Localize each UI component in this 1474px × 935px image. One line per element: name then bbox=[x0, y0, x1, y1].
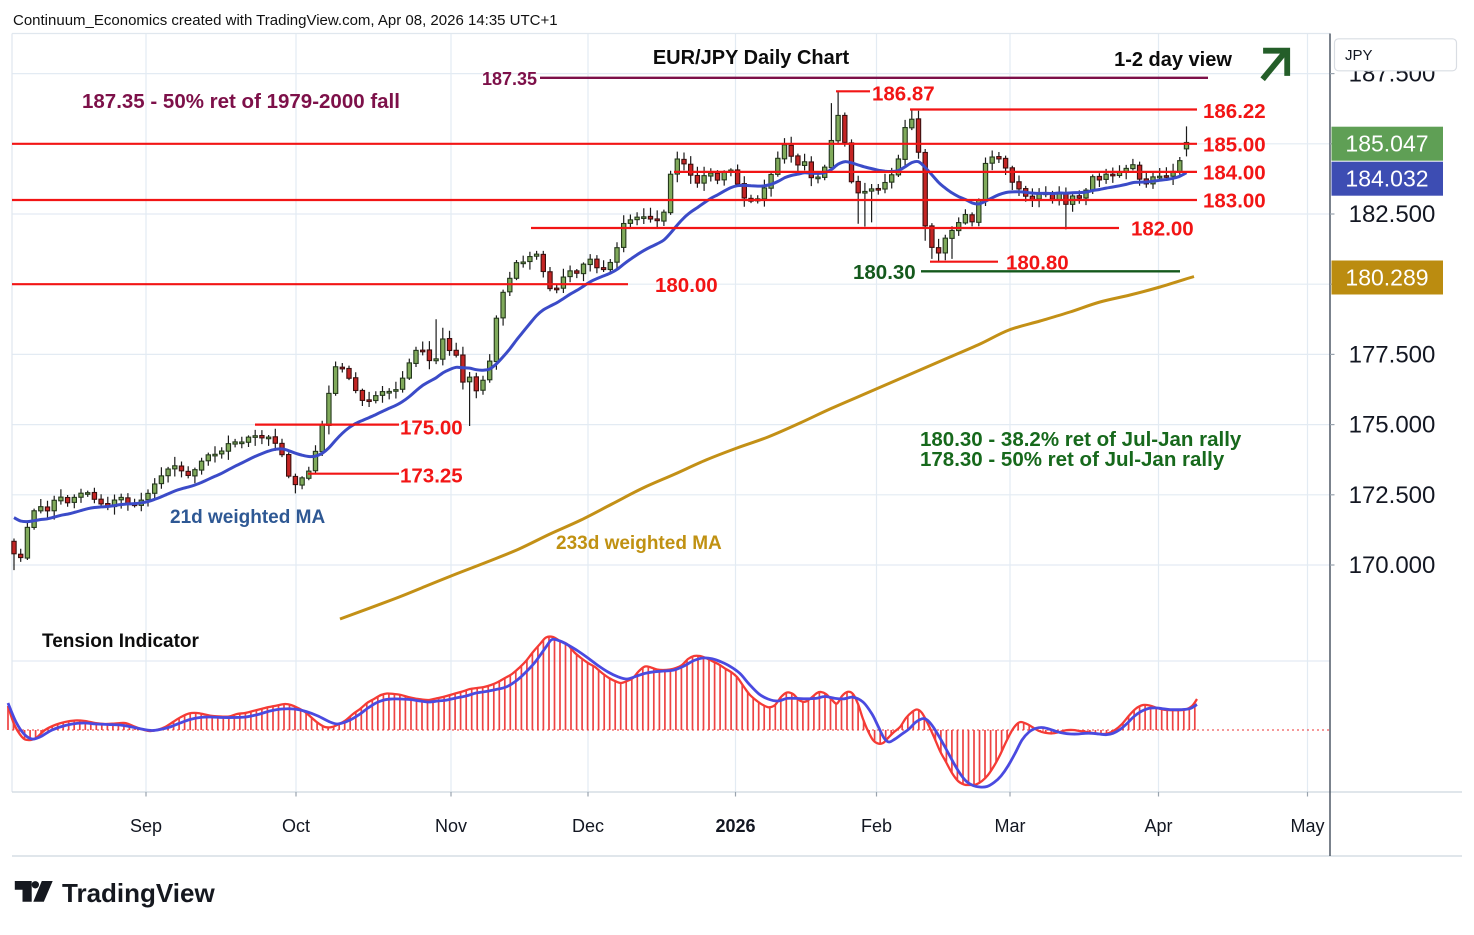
svg-text:182.00: 182.00 bbox=[1131, 218, 1194, 241]
svg-text:177.500: 177.500 bbox=[1349, 341, 1436, 368]
svg-text:Apr: Apr bbox=[1144, 816, 1172, 836]
svg-text:186.22: 186.22 bbox=[1203, 100, 1266, 123]
svg-text:May: May bbox=[1290, 816, 1324, 836]
svg-text:Continuum_Economics created wi: Continuum_Economics created with Trading… bbox=[13, 12, 558, 29]
svg-text:187.35: 187.35 bbox=[482, 69, 537, 89]
svg-text:185.00: 185.00 bbox=[1203, 134, 1266, 157]
svg-text:185.047: 185.047 bbox=[1345, 131, 1428, 157]
svg-text:187.35 - 50% ret of 1979-2000: 187.35 - 50% ret of 1979-2000 fall bbox=[82, 90, 400, 113]
svg-text:180.289: 180.289 bbox=[1345, 265, 1428, 291]
svg-text:Tension Indicator: Tension Indicator bbox=[42, 631, 200, 652]
svg-text:Nov: Nov bbox=[435, 816, 467, 836]
svg-text:Feb: Feb bbox=[861, 816, 892, 836]
svg-text:EUR/JPY Daily Chart: EUR/JPY Daily Chart bbox=[653, 47, 850, 69]
svg-text:175.000: 175.000 bbox=[1349, 412, 1436, 439]
svg-text:178.30 - 50% ret of Jul-Jan ra: 178.30 - 50% ret of Jul-Jan rally bbox=[920, 448, 1225, 471]
svg-text:233d weighted MA: 233d weighted MA bbox=[556, 533, 722, 554]
svg-text:175.00: 175.00 bbox=[400, 417, 463, 440]
svg-text:182.500: 182.500 bbox=[1349, 201, 1436, 228]
svg-text:Mar: Mar bbox=[995, 816, 1026, 836]
svg-text:Sep: Sep bbox=[130, 816, 162, 836]
svg-text:TradingView: TradingView bbox=[62, 878, 215, 908]
svg-text:172.500: 172.500 bbox=[1349, 482, 1436, 509]
svg-text:JPY: JPY bbox=[1345, 47, 1373, 64]
svg-text:180.30 - 38.2% ret of Jul-Jan: 180.30 - 38.2% ret of Jul-Jan rally bbox=[920, 428, 1242, 451]
svg-text:183.00: 183.00 bbox=[1203, 190, 1266, 213]
svg-text:Dec: Dec bbox=[572, 816, 604, 836]
svg-text:180.00: 180.00 bbox=[655, 274, 718, 297]
svg-text:184.00: 184.00 bbox=[1203, 162, 1266, 185]
svg-text:173.25: 173.25 bbox=[400, 465, 463, 488]
svg-text:180.80: 180.80 bbox=[1006, 252, 1069, 275]
svg-text:170.000: 170.000 bbox=[1349, 552, 1436, 579]
svg-text:1-2 day view: 1-2 day view bbox=[1114, 49, 1232, 71]
svg-text:180.30: 180.30 bbox=[853, 261, 916, 284]
svg-text:186.87: 186.87 bbox=[872, 83, 935, 106]
svg-text:21d weighted MA: 21d weighted MA bbox=[170, 507, 325, 528]
svg-text:Oct: Oct bbox=[282, 816, 310, 836]
svg-text:2026: 2026 bbox=[715, 816, 755, 836]
svg-text:184.032: 184.032 bbox=[1345, 166, 1428, 192]
